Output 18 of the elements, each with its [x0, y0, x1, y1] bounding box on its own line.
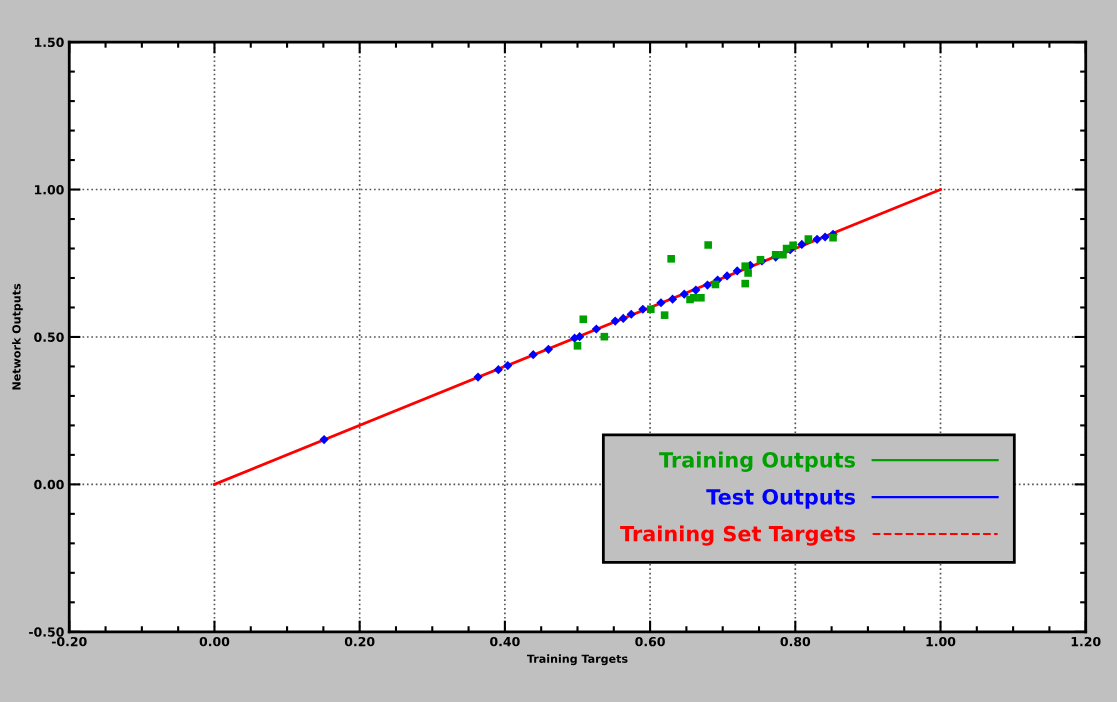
y-tick-label: 1.00 [34, 185, 64, 195]
x-axis-title: Training Targets [526, 654, 628, 666]
text: Test Outputs [706, 488, 855, 509]
y-axis-title: Network Outputs [12, 283, 23, 390]
y-tick-label: 1.50 [34, 37, 64, 48]
x-tick-label: -0.20 [51, 636, 87, 647]
x-tick-label: 1.00 [926, 636, 956, 647]
x-tick-label: 0.80 [780, 636, 811, 647]
y-tick-label: 0.50 [34, 332, 64, 342]
x-tick-label: 0.60 [635, 636, 665, 647]
y-tick-label: 0.00 [34, 479, 64, 490]
text: Training Set Targets [620, 525, 855, 546]
text: Training Outputs [659, 451, 855, 472]
y-tick-label: -0.50 [29, 627, 64, 637]
x-tick-label: 1.20 [1071, 636, 1101, 647]
x-tick-label: 0.20 [344, 636, 375, 647]
x-tick-label: 0.00 [199, 636, 230, 647]
x-tick-label: 0.40 [490, 636, 520, 647]
